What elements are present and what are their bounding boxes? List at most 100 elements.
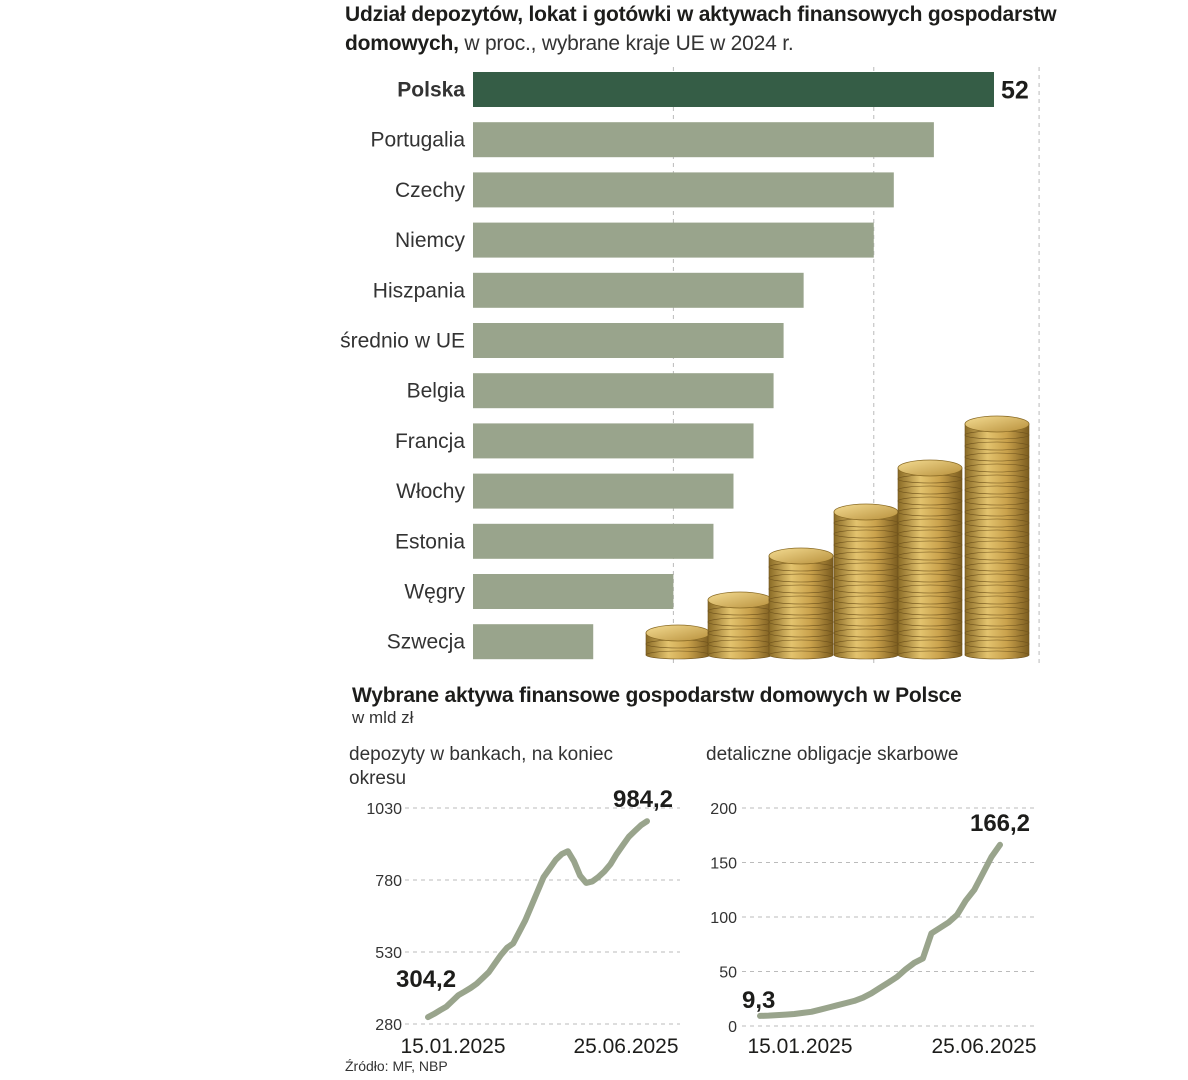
category-label: Niemcy: [395, 229, 466, 252]
coin-rim: [964, 507, 1030, 517]
coin-rim: [768, 628, 834, 638]
coin-rim: [768, 573, 834, 583]
bar-10: [473, 523, 714, 559]
coin-rim: [897, 507, 963, 517]
series-line: [757, 841, 1003, 1019]
bar-3: [473, 172, 894, 208]
bar-12: [473, 624, 594, 660]
left-chart-label: depozyty w bankach, na koniec okresu: [349, 744, 614, 789]
right-chart-label: detaliczne obligacje skarbowe: [706, 744, 959, 765]
coin-rim: [964, 452, 1030, 462]
y-tick-label: 1030: [366, 801, 402, 818]
coin-rim: [964, 650, 1030, 660]
coin-stack: [897, 459, 963, 660]
coin-rim: [768, 617, 834, 627]
coin-stack: [964, 415, 1030, 660]
coin-rim: [964, 441, 1030, 451]
coin-rim: [707, 650, 773, 660]
coin-rim: [964, 573, 1030, 583]
coin-rim: [645, 650, 711, 660]
coin-rim: [964, 540, 1030, 550]
y-tick-label: 100: [710, 910, 737, 927]
coin-rim: [833, 551, 899, 561]
coin-stack: [768, 547, 834, 660]
coin-rim: [897, 562, 963, 572]
category-label: Węgry: [404, 581, 465, 604]
coin-rim: [833, 573, 899, 583]
coin-rim: [964, 551, 1030, 561]
coin-rim: [964, 617, 1030, 627]
coin-rim: [707, 628, 773, 638]
x-tick-label: 25.06.2025: [573, 1035, 678, 1058]
coin-rim: [964, 474, 1030, 484]
source-note: Źródło: MF, NBP: [345, 1058, 448, 1074]
bar-6: [473, 323, 784, 358]
coin-rim: [897, 529, 963, 539]
y-tick-label: 150: [710, 856, 737, 873]
bar-8: [473, 423, 754, 459]
coin-rim: [897, 518, 963, 528]
coin-rim: [833, 584, 899, 594]
coin-stack: [833, 503, 899, 660]
coin-top: [645, 624, 711, 642]
bar-5: [473, 272, 804, 308]
category-label: Szwecja: [387, 631, 466, 654]
bar-2: [473, 122, 934, 158]
coin-top: [833, 503, 899, 521]
coin-rim: [707, 639, 773, 649]
bar-9: [473, 473, 734, 509]
x-tick-label: 25.06.2025: [931, 1035, 1036, 1058]
coin-rim: [833, 562, 899, 572]
coin-top: [897, 459, 963, 477]
coin-stacks-photo: [645, 415, 1030, 660]
coin-stack: [645, 624, 711, 660]
coin-rim: [897, 540, 963, 550]
coin-rim: [768, 639, 834, 649]
coin-rim: [897, 485, 963, 495]
coin-top: [707, 591, 773, 609]
category-label: średnio w UE: [340, 330, 465, 353]
bar-7: [473, 373, 774, 409]
chart-title: Udział depozytów, lokat i gotówki w akty…: [345, 0, 1165, 58]
x-tick-label: 15.01.2025: [400, 1035, 505, 1058]
bar-1: [473, 72, 994, 107]
coin-rim: [768, 606, 834, 616]
coin-rim: [897, 639, 963, 649]
coin-rim: [768, 650, 834, 660]
coin-rim: [897, 617, 963, 627]
coin-rim: [833, 540, 899, 550]
category-label: Belgia: [407, 380, 466, 403]
y-tick-label: 0: [728, 1019, 737, 1036]
category-label: Polska: [397, 79, 465, 102]
start-value-label: 9,3: [742, 987, 775, 1014]
category-label: Włochy: [396, 480, 465, 503]
coin-rim: [833, 628, 899, 638]
y-tick-label: 780: [375, 873, 402, 890]
coin-rim: [897, 551, 963, 561]
y-tick-label: 530: [375, 945, 402, 962]
category-label: Estonia: [395, 530, 465, 553]
line-charts: 280 530 780 1030 304,2 984,2 15.01.2025 25.06.2…: [366, 786, 1036, 1058]
end-value-label: 166,2: [970, 810, 1030, 837]
coin-rim: [833, 617, 899, 627]
coin-rim: [964, 463, 1030, 473]
coin-top: [964, 415, 1030, 433]
coin-rim: [964, 529, 1030, 539]
y-tick-label: 200: [710, 801, 737, 818]
coin-rim: [964, 562, 1030, 572]
coin-rim: [768, 584, 834, 594]
section2-title: Wybrane aktywa finansowe gospodarstw dom…: [352, 684, 962, 707]
bar-chart: Polska 52 Portugalia Czechy Niemcy Hiszpania ś…: [340, 67, 1040, 665]
chart-title-subtitle: w proc., wybrane kraje UE w 2024 r.: [458, 32, 794, 55]
bonds-chart: 0 50 100 150 200 9,3 166,2 15.01.2025 25.06.2025: [710, 801, 1036, 1058]
category-label: Portugalia: [370, 129, 465, 152]
category-label: Czechy: [395, 179, 466, 202]
end-value-label: 984,2: [613, 786, 673, 813]
section2-unit: w mld zł: [352, 708, 414, 727]
coin-rim: [833, 606, 899, 616]
chart-title-bold: Udział depozytów, lokat i gotówki w akty…: [345, 3, 1057, 55]
category-label: Hiszpania: [373, 279, 466, 302]
coin-rim: [897, 496, 963, 506]
x-tick-label: 15.01.2025: [747, 1035, 852, 1058]
coin-rim: [897, 584, 963, 594]
